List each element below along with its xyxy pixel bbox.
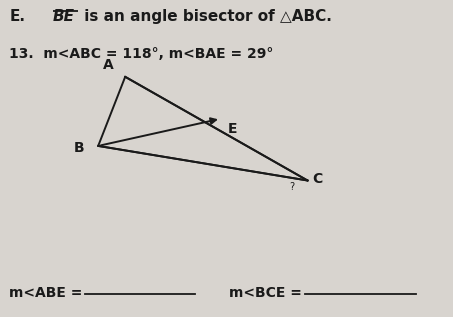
Text: BE: BE: [53, 9, 75, 24]
Text: B: B: [74, 140, 85, 154]
Text: E: E: [227, 122, 237, 136]
Text: is an angle bisector of △ABC.: is an angle bisector of △ABC.: [79, 9, 332, 24]
Text: C: C: [312, 172, 322, 186]
Text: ?: ?: [289, 182, 294, 192]
Text: 13.  m<ABC = 118°, m<BAE = 29°: 13. m<ABC = 118°, m<BAE = 29°: [10, 47, 274, 61]
Text: m<BCE =: m<BCE =: [229, 286, 307, 300]
Text: A: A: [103, 58, 114, 72]
Text: m<ABE =: m<ABE =: [10, 286, 88, 300]
Text: E.: E.: [10, 9, 25, 24]
